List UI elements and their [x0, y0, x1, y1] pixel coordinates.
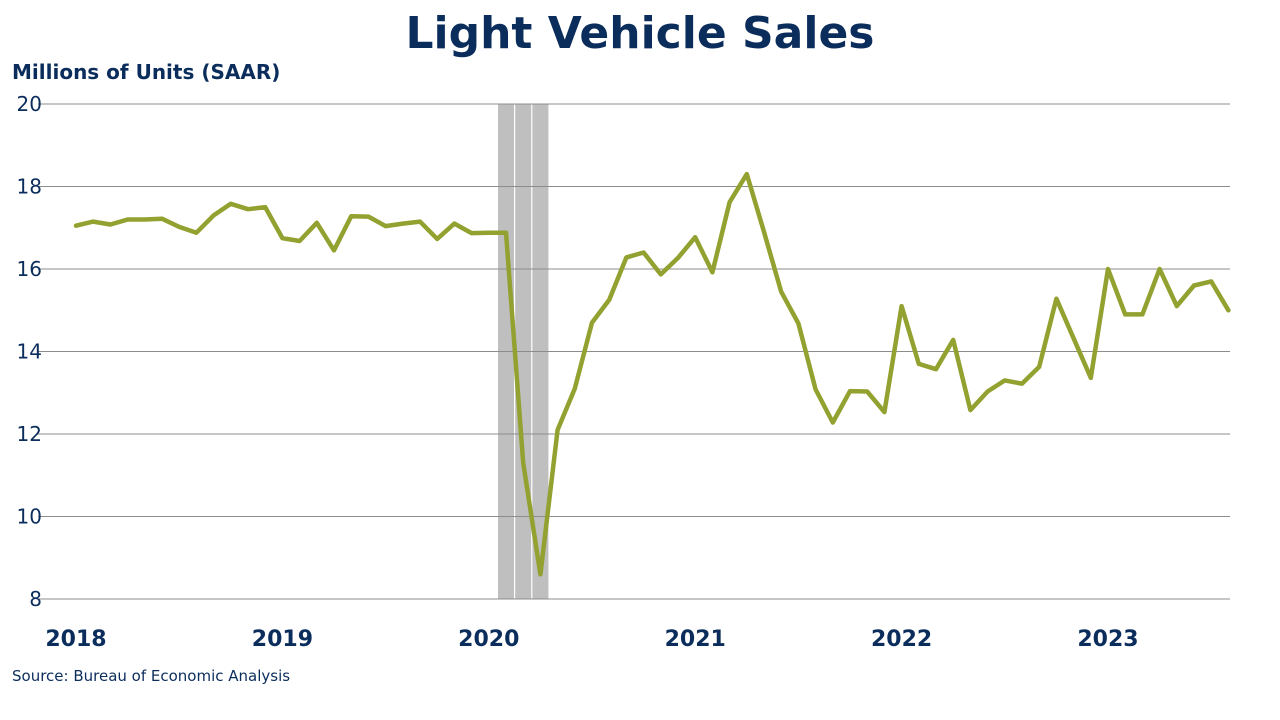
y-tick-label: 16: [17, 257, 42, 281]
x-tick-label: 2020: [458, 627, 519, 652]
series-group: [73, 171, 1231, 577]
series-line: [73, 171, 1231, 577]
y-tick-label: 8: [29, 587, 42, 611]
gridlines: [38, 103, 1230, 600]
x-tick-label: 2021: [665, 627, 726, 652]
y-tick-label: 14: [17, 340, 42, 364]
source-note: Source: Bureau of Economic Analysis: [12, 667, 291, 685]
y-tick-label: 20: [17, 92, 42, 116]
y-tick-label: 18: [17, 175, 42, 199]
x-tick-label: 2022: [871, 627, 932, 652]
y-tick-label: 10: [17, 505, 42, 529]
x-tick-label: 2023: [1077, 627, 1138, 652]
y-axis-unit-label: Millions of Units (SAAR): [12, 60, 281, 84]
x-axis-ticks: 2018 2019 2020 2021 2022 2023: [45, 627, 1138, 652]
x-tick-label: 2018: [45, 627, 106, 652]
chart-title: Light Vehicle Sales: [405, 8, 875, 59]
x-tick-label: 2019: [252, 627, 313, 652]
y-axis-ticks: 8 10 12 14 16 18 20: [17, 92, 42, 611]
y-tick-label: 12: [17, 422, 42, 446]
